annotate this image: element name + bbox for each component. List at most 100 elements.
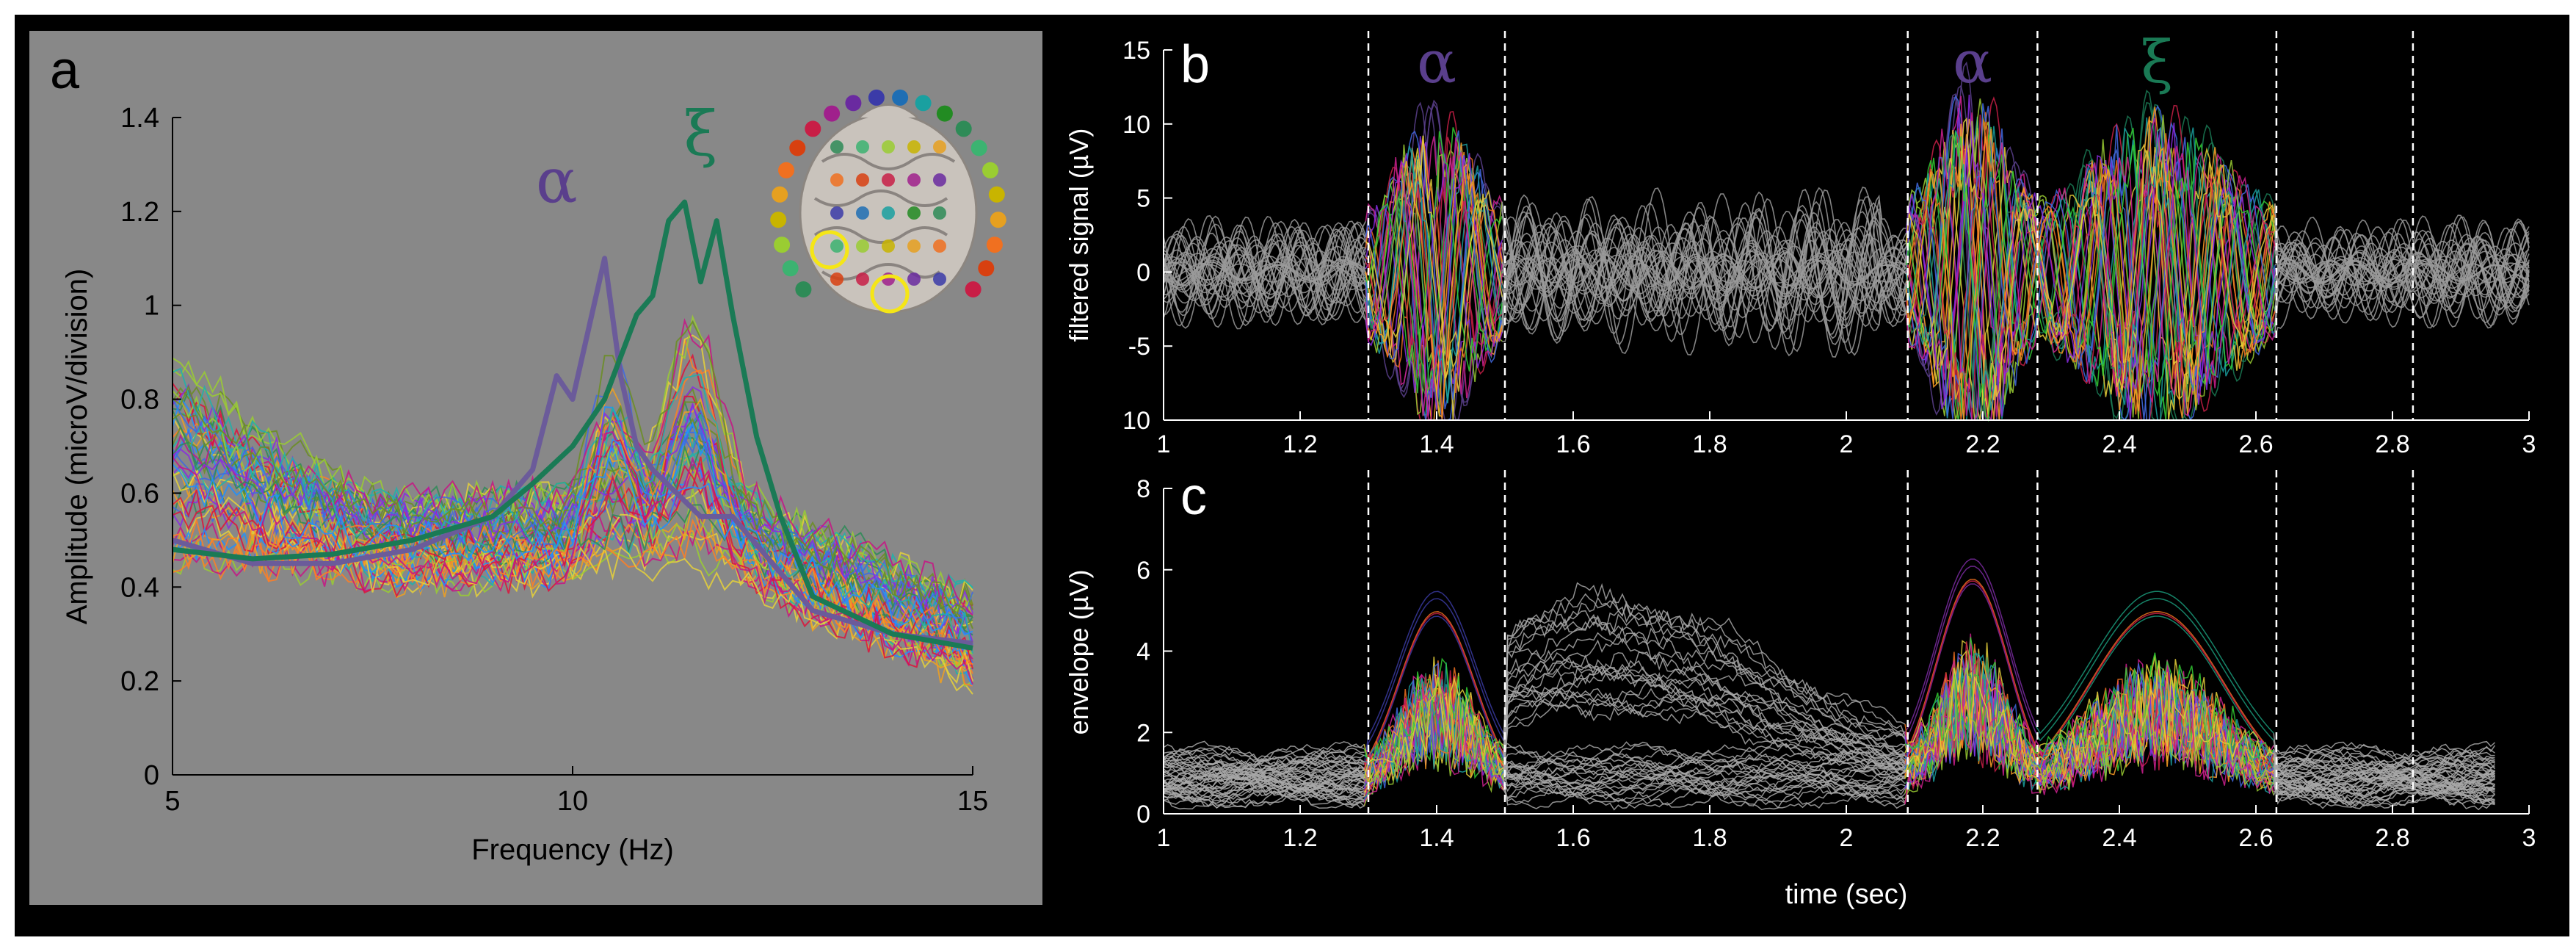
envelope-trace	[2273, 753, 2496, 781]
electrode-dot	[856, 239, 869, 253]
electrode-dot	[770, 212, 787, 228]
electrode-dot	[856, 173, 869, 187]
panel-c-dashed-lines	[1367, 470, 2414, 814]
electrode-dot	[856, 272, 869, 286]
filtered-trace	[1163, 242, 1367, 307]
panel-a-spectrum: 5 10 15 0 0.2 0.4 0.6 0.8 1 1.2 1.4 Frequency (Hz)…	[61, 89, 1006, 866]
filtered-trace	[1501, 201, 1907, 343]
envelope-trace	[1163, 776, 1365, 800]
envelope-trace	[1503, 660, 1906, 786]
panel-b-xtick-label: 2	[1840, 430, 1854, 458]
electrode-dot	[907, 206, 921, 220]
panel-b-ytick-label: 0	[1136, 259, 1150, 286]
envelope-trace	[1503, 779, 1906, 807]
filtered-trace	[1365, 131, 1503, 394]
panel-c-ytick-label: 2	[1136, 719, 1150, 747]
envelope-trace	[2273, 770, 2496, 797]
spectrum-line	[172, 367, 973, 654]
filtered-trace	[1501, 198, 1907, 345]
panel-b-segment-label-1: α	[1953, 28, 1992, 96]
filtered-trace	[1163, 235, 1366, 307]
filtered-trace	[1906, 126, 2276, 421]
panel-c-xtick-label: 1.2	[1282, 824, 1317, 852]
panel-c-ylabel: envelope (µV)	[1064, 570, 1094, 735]
envelope-trace	[1503, 765, 1906, 790]
panel-c-xtick-label: 2.6	[2238, 824, 2273, 852]
electrode-dot	[882, 173, 895, 187]
electrode-dot	[772, 186, 788, 203]
panel-a-xtick-label: 15	[957, 786, 988, 817]
electrode-dot	[907, 272, 921, 286]
electrode-dot	[789, 140, 806, 156]
envelope-trace	[2273, 759, 2495, 784]
electrode-dot	[824, 105, 841, 122]
panel-b-traces	[1163, 61, 2530, 422]
filtered-trace	[1163, 221, 1367, 321]
panel-label-b: b	[1180, 35, 1210, 94]
panel-b-ytick-label: 15	[1122, 37, 1150, 65]
panel-b-filtered-signal: 1 1.2 1.4 1.6 1.8 2 2.2 2.4 2.6 2.8 3 10 -5 0 5 10 15 fi…	[1064, 28, 2536, 458]
filtered-trace	[1501, 196, 1907, 345]
filtered-trace	[1501, 209, 1907, 335]
panel-b-segment-label-0: α	[1417, 28, 1456, 96]
panel-b-segment-label-2: ξ	[2141, 28, 2173, 96]
envelope-trace	[1904, 649, 2274, 773]
filtered-trace	[1163, 260, 1366, 287]
panel-c-xtick-label: 1.4	[1419, 824, 1454, 852]
filtered-trace	[1906, 93, 2036, 421]
electrode-dot	[970, 140, 987, 156]
electrode-dot	[915, 95, 932, 112]
panel-a-background-series	[172, 314, 973, 695]
filtered-trace	[1501, 212, 1907, 333]
filtered-trace	[1163, 223, 1367, 321]
panel-b-xtick-label: 3	[2522, 430, 2536, 458]
filtered-trace	[1501, 212, 1907, 333]
electrode-dot	[907, 173, 921, 187]
envelope-trace	[1503, 610, 1906, 785]
envelope-trace	[1363, 591, 1504, 765]
envelope-trace	[1503, 754, 1906, 781]
filtered-trace	[1365, 137, 1503, 422]
panel-b-ytick-label: -5	[1128, 333, 1150, 361]
panel-a-ytick-label: 0.8	[120, 385, 159, 416]
filtered-trace	[1906, 117, 2276, 400]
envelope-trace	[1503, 767, 1906, 797]
envelope-trace	[1904, 660, 2274, 783]
filtered-trace	[1501, 239, 1907, 311]
filtered-trace	[1163, 215, 1366, 329]
panel-c-traces	[1163, 558, 2496, 811]
spectrum-line	[172, 320, 973, 618]
envelope-trace	[1503, 784, 1906, 811]
envelope-trace	[1163, 783, 1365, 809]
envelope-trace	[1503, 689, 1906, 782]
electrode-dot	[933, 239, 946, 253]
filtered-trace	[1501, 187, 1907, 358]
panel-label-c: c	[1180, 467, 1207, 526]
brain-texture	[813, 153, 956, 281]
panel-b-xtick-label: 1	[1157, 430, 1171, 458]
electrode-dot	[892, 89, 909, 106]
envelope-trace	[1503, 740, 1906, 768]
envelope-trace	[1503, 744, 1906, 770]
envelope-trace	[1503, 687, 1906, 781]
filtered-trace	[1906, 120, 2276, 419]
highlight-electrode-ring-2	[870, 274, 910, 314]
filtered-trace	[1906, 132, 2276, 422]
panel-label-a: a	[50, 41, 80, 100]
spectrum-line	[172, 318, 973, 616]
filtered-trace	[1906, 103, 2276, 421]
spectrum-line	[172, 406, 973, 610]
panel-a-ytick-label: 1.2	[120, 197, 159, 228]
envelope-trace	[1163, 766, 1365, 791]
panel-c-xlabel: time (sec)	[1785, 879, 1908, 910]
panel-a-ticks: 5 10 15 0 0.2 0.4 0.6 0.8 1 1.2 1.4	[120, 103, 988, 817]
electrode-dot	[907, 239, 921, 253]
envelope-trace	[1163, 766, 1365, 792]
panel-b-ylabel: filtered signal (µV)	[1064, 129, 1094, 342]
electrode-dot	[774, 236, 791, 253]
envelope-trace	[1503, 765, 1906, 791]
spectrum-line	[172, 438, 973, 636]
spectrum-line	[172, 403, 973, 643]
panel-a-xlabel: Frequency (Hz)	[471, 834, 674, 866]
